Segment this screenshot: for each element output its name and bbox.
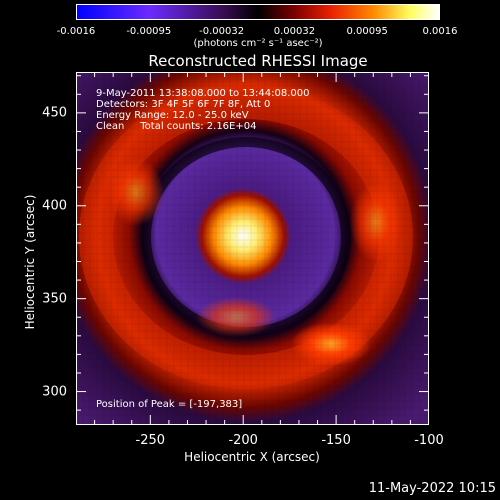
plot-title: Reconstructed RHESSI Image (148, 52, 368, 70)
timestamp: 11-May-2022 10:15 (368, 481, 496, 496)
colorbar-tick-label: -0.00095 (126, 26, 172, 37)
annotation-peak-position: Position of Peak = [-197,383] (96, 399, 243, 410)
colorbar (76, 4, 440, 20)
colorbar-tick-label: 0.00095 (346, 26, 388, 37)
x-tick-label: -100 (414, 433, 444, 448)
colorbar-units: (photons cm⁻² s⁻¹ asec⁻²) (193, 38, 323, 49)
annotation-energy-range: Energy Range: 12.0 - 25.0 keV (96, 110, 249, 121)
rhessi-image (76, 72, 429, 425)
x-tick-label: -150 (321, 433, 351, 448)
x-tick-label: -250 (135, 433, 166, 448)
annotation-time-range: 9-May-2011 13:38:08.000 to 13:44:08.000 (96, 88, 310, 99)
annotation-clean-counts: Clean Total counts: 2.16E+04 (96, 121, 257, 132)
colorbar-tick-label: -0.00032 (199, 26, 245, 37)
x-tick-label: -200 (228, 433, 258, 448)
y-axis-label: Heliocentric Y (arcsec) (23, 194, 37, 330)
colorbar-tick-label: 0.0016 (422, 26, 458, 37)
colorbar-tick-label: 0.00032 (273, 26, 316, 37)
y-tick-label: 450 (42, 105, 67, 121)
annotation-detectors: Detectors: 3F 4F 5F 6F 7F 8F, Att 0 (96, 99, 271, 110)
y-tick-label: 400 (42, 198, 67, 214)
x-axis-label: Heliocentric X (arcsec) (184, 450, 320, 464)
y-tick-label: 350 (42, 291, 67, 307)
y-tick-label: 300 (42, 384, 67, 400)
colorbar-tick-label: -0.0016 (56, 26, 96, 37)
